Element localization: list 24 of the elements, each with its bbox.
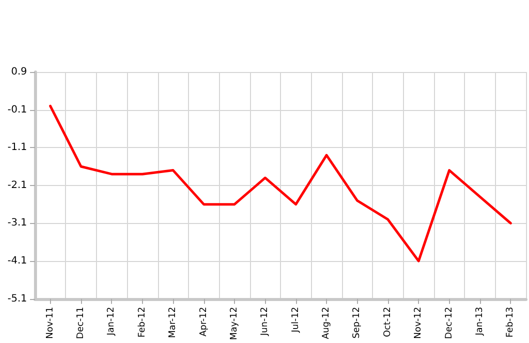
x-tick-label: Mar-12 xyxy=(168,306,178,338)
x-tick-label: Jul-12 xyxy=(290,306,301,334)
x-tick-label: Nov-12 xyxy=(414,306,424,339)
y-tick-label: -0.1 xyxy=(7,104,27,116)
x-tick-label: Nov-11 xyxy=(45,306,56,339)
x-tick-label: Sep-12 xyxy=(352,306,362,339)
x-tick-label: Dec-12 xyxy=(444,306,454,339)
y-tick-label: -3.1 xyxy=(7,218,27,229)
x-tick-label: Apr-12 xyxy=(198,306,209,337)
x-tick-label: May-12 xyxy=(229,306,240,340)
x-tick-label: Feb-13 xyxy=(506,306,516,338)
y-tick-label: -2.1 xyxy=(7,180,27,191)
y-tick-label: -1.1 xyxy=(7,142,27,154)
x-tick-label: Oct-12 xyxy=(382,306,393,338)
y-tick-label: -5.1 xyxy=(7,293,27,304)
x-tick-label: Jan-13 xyxy=(474,306,485,336)
x-tick-label: Feb-12 xyxy=(137,306,148,338)
x-tick-label: Dec-11 xyxy=(76,306,86,339)
y-tick-label: -4.1 xyxy=(7,256,27,267)
x-tick-label: Aug-12 xyxy=(322,306,332,340)
line-series xyxy=(49,104,512,262)
y-tick-label: 0.9 xyxy=(11,66,27,78)
x-tick-label: Jan-12 xyxy=(106,306,117,336)
x-tick-label: Jun-12 xyxy=(260,306,270,337)
